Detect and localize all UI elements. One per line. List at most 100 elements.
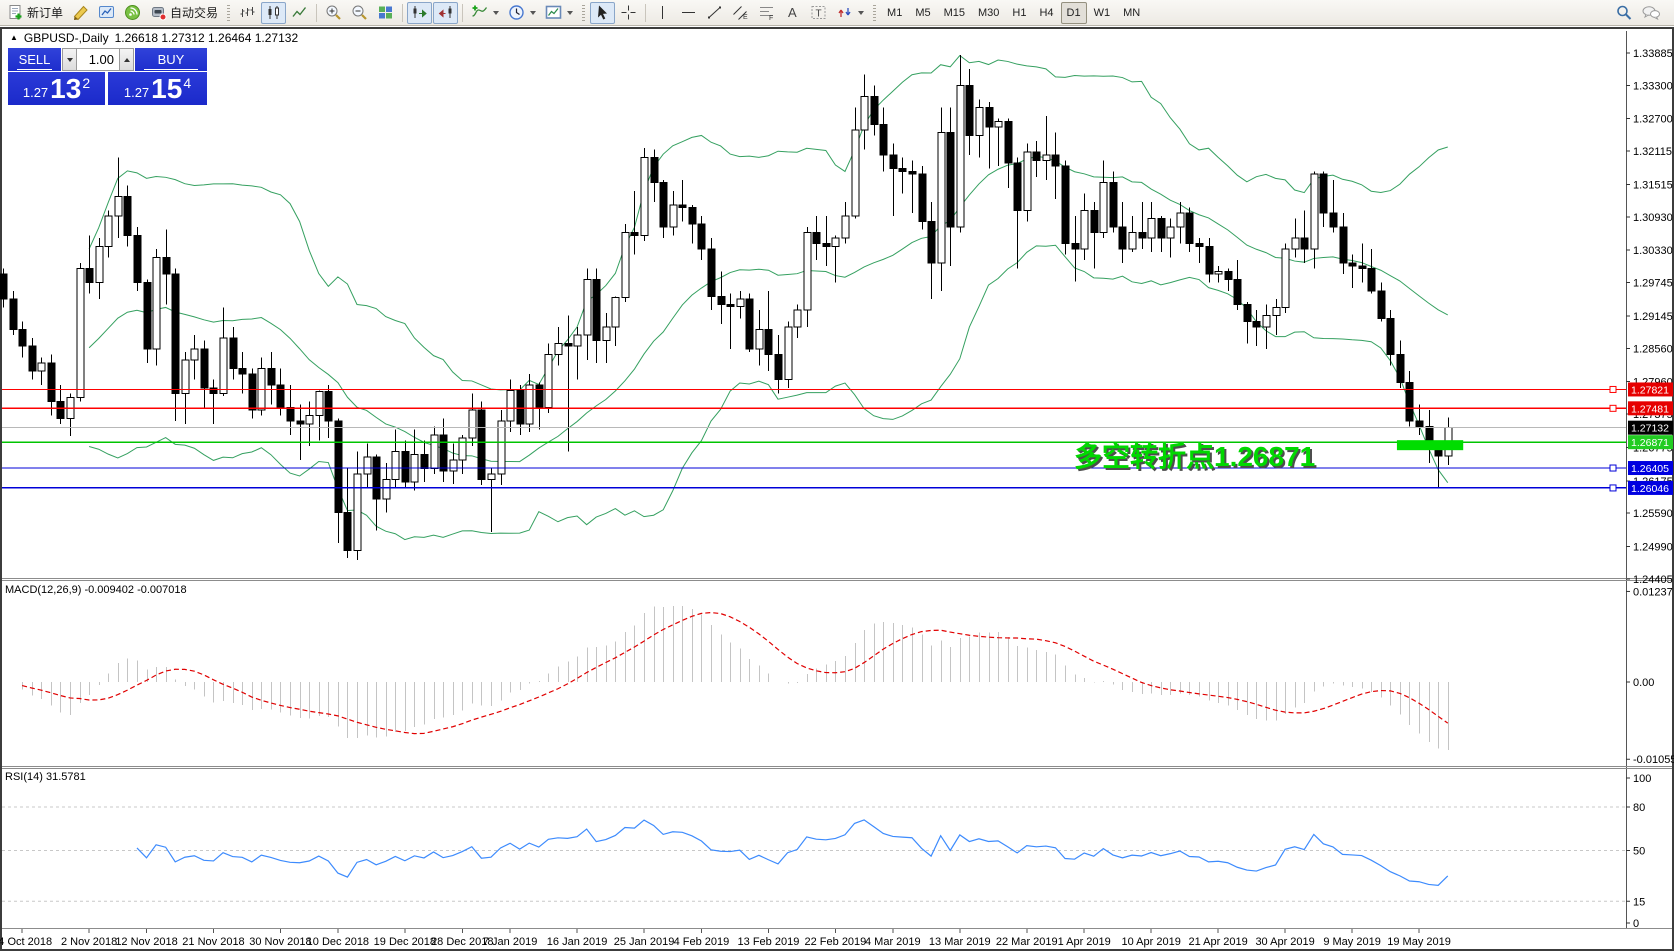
turning-point-highlight-bar[interactable]	[1396, 440, 1464, 451]
arrows-button[interactable]	[832, 2, 868, 24]
volume-decrease-button[interactable]	[62, 48, 77, 71]
candle-body	[76, 268, 85, 398]
rsi-tick-label: 100	[1633, 773, 1651, 785]
auto-scroll-button[interactable]	[407, 1, 433, 24]
candle-body	[315, 391, 324, 417]
line-drag-handle[interactable]	[1609, 484, 1617, 492]
line-chart-button[interactable]	[287, 2, 312, 24]
candle-body	[1233, 279, 1242, 306]
candle-body	[994, 121, 1003, 128]
bar-chart-button[interactable]	[235, 2, 260, 24]
metaeditor-button[interactable]	[68, 2, 93, 24]
text-button[interactable]: A	[780, 2, 805, 24]
date-tick-label: 1 Apr 2019	[1058, 936, 1111, 948]
vertical-line-icon	[662, 6, 664, 19]
equidistant-channel-button[interactable]: E	[728, 2, 753, 24]
toolbar-separator	[402, 3, 404, 22]
new-order-button[interactable]: 新订单	[3, 2, 67, 24]
candle-body	[908, 170, 917, 175]
line-drag-handle[interactable]	[1609, 404, 1617, 412]
candle-body	[870, 96, 879, 125]
candle-body	[1396, 354, 1405, 383]
candle-body	[363, 456, 372, 475]
text-label-button[interactable]: T	[806, 2, 831, 24]
candlestick-chart-button[interactable]	[261, 1, 287, 24]
tile-windows-button[interactable]	[373, 2, 398, 24]
candle-body	[1042, 154, 1051, 161]
candle-body	[152, 256, 161, 350]
candle-body	[497, 420, 506, 475]
candle-body	[985, 107, 994, 128]
tf-m15-button[interactable]: M15	[938, 2, 971, 24]
chart-shift-button[interactable]	[433, 1, 459, 24]
candle-body	[104, 215, 113, 247]
fibonacci-button[interactable]: F	[754, 2, 779, 24]
candle-body	[439, 434, 448, 472]
bollinger-middle-band[interactable]	[88, 155, 1449, 463]
buy-button[interactable]: BUY	[135, 48, 207, 71]
candle-body	[1080, 209, 1089, 250]
candle-body	[592, 279, 601, 342]
tf-mn-button[interactable]: MN	[1117, 2, 1146, 24]
candle-body	[37, 362, 46, 372]
date-tick-label: 9 May 2019	[1323, 936, 1380, 948]
collapse-arrow-icon[interactable]: ▲	[10, 32, 18, 42]
candle-body	[784, 326, 793, 381]
tf-m5-button[interactable]: M5	[909, 2, 936, 24]
candle-body	[1339, 226, 1348, 264]
candle-body	[382, 478, 391, 500]
volume-input[interactable]: 1.00	[77, 48, 119, 71]
tf-w1-label: W1	[1093, 6, 1111, 19]
candle-body	[1386, 317, 1395, 356]
new-order-label: 新订单	[27, 6, 64, 20]
autotrading-label: 自动交易	[170, 6, 219, 20]
periods-button[interactable]	[504, 2, 540, 24]
search-button[interactable]	[1611, 2, 1637, 24]
price-tag	[1628, 461, 1673, 476]
zoom-in-button[interactable]	[321, 2, 346, 24]
tf-m30-button[interactable]: M30	[972, 2, 1005, 24]
templates-icon	[545, 5, 562, 19]
sell-button[interactable]: SELL	[8, 48, 61, 71]
tf-m1-button[interactable]: M1	[881, 2, 908, 24]
candle-body	[956, 84, 965, 228]
annotation-text[interactable]: 多空转折点1.26871	[1074, 440, 1315, 472]
bollinger-upper-band[interactable]	[88, 54, 1448, 391]
tf-w1-button[interactable]: W1	[1088, 2, 1117, 24]
date-tick-label: 10 Dec 2018	[307, 936, 369, 948]
candle-body	[1109, 182, 1118, 228]
arrows-icon	[838, 8, 851, 17]
zoom-out-button[interactable]	[347, 2, 372, 24]
sell-price-prefix: 1.27	[22, 85, 49, 100]
tf-d1-button[interactable]: D1	[1060, 1, 1087, 24]
templates-button[interactable]	[541, 2, 577, 24]
candle-body	[707, 248, 716, 297]
line-drag-handle[interactable]	[1609, 385, 1617, 393]
price-tick-label: 1.25590	[1633, 508, 1673, 520]
candle-body	[1329, 212, 1338, 228]
price-tag	[1628, 382, 1673, 397]
horizontal-line-button[interactable]	[676, 2, 701, 24]
vertical-line-button[interactable]	[650, 2, 675, 24]
toolbar-grip	[582, 4, 586, 21]
crosshair-button[interactable]	[616, 2, 641, 24]
tf-h1-button[interactable]: H1	[1006, 2, 1032, 24]
bollinger-lower-band[interactable]	[88, 244, 1449, 541]
volume-increase-button[interactable]	[119, 48, 134, 71]
sell-price-display[interactable]: 1.27 13 2	[8, 72, 105, 105]
community-button[interactable]	[1637, 2, 1665, 24]
trendline-button[interactable]	[702, 2, 727, 24]
candle-body	[525, 384, 534, 425]
toolbar-grip	[873, 4, 877, 21]
autotrading-button[interactable]: 自动交易	[146, 2, 222, 24]
candle-body	[755, 329, 764, 350]
signals-button[interactable]	[120, 2, 145, 24]
indicators-button[interactable]	[467, 2, 503, 24]
charts-window-button[interactable]	[94, 2, 119, 24]
line-drag-handle[interactable]	[1609, 464, 1617, 472]
cursor-button[interactable]	[590, 1, 616, 24]
buy-price-display[interactable]: 1.27 15 4	[108, 72, 207, 105]
candle-body	[391, 451, 400, 480]
tf-h4-button[interactable]: H4	[1033, 2, 1059, 24]
